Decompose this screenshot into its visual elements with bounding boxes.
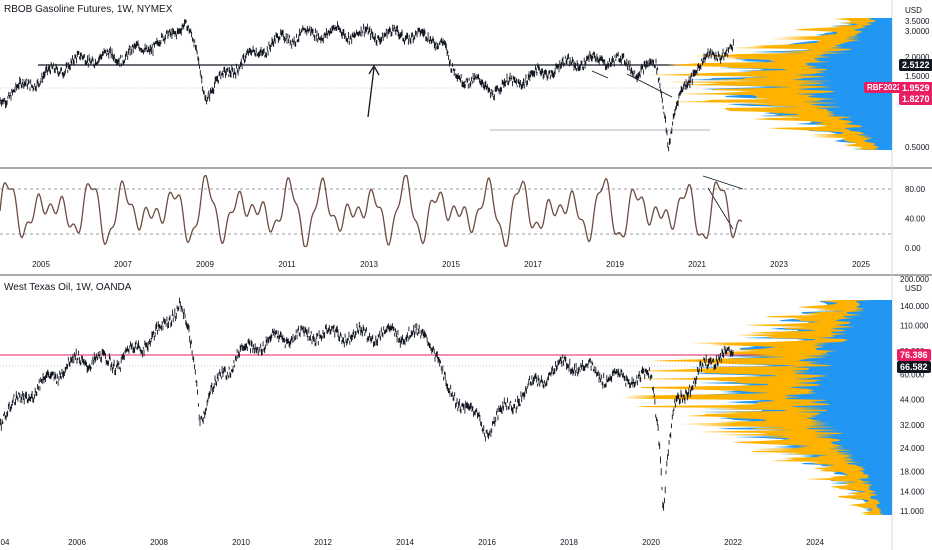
bottom-x-tick: 2008	[150, 538, 168, 547]
top-y-tick: 3.5000	[905, 17, 930, 26]
bottom-y-tick: 44.000	[900, 395, 925, 404]
bottom-x-tick: 2014	[396, 538, 414, 547]
top-x-tick: 2013	[360, 260, 378, 269]
bottom-x-tick: 2016	[478, 538, 496, 547]
top-x-tick: 2025	[852, 260, 870, 269]
top-x-tick: 2005	[32, 260, 50, 269]
top-x-tick: 2017	[524, 260, 542, 269]
contract-tag-value: 1.9529	[899, 82, 932, 94]
bottom-y-tick: 60.000	[900, 370, 925, 379]
top-y-tick: 2.0000	[905, 53, 930, 62]
trendline-1	[591, 70, 609, 79]
bottom-y-tick: 32.000	[900, 421, 925, 430]
bottom-x-tick: 2024	[806, 538, 824, 547]
price-bars	[0, 297, 734, 511]
top-x-tick: 2021	[688, 260, 706, 269]
bottom-price-series	[0, 297, 734, 511]
bottom-x-tick: 2020	[642, 538, 660, 547]
bottom-x-axis: 04 2006 2008 2010 2012 2014 2016 2018 2020 2022 20…	[1, 538, 825, 547]
top-volume-profile	[648, 18, 892, 150]
bottom-y-tick: 110.000	[900, 321, 929, 330]
bottom-x-tick: 2018	[560, 538, 578, 547]
volume-orange	[622, 300, 884, 515]
bottom-x-tick: 2010	[232, 538, 250, 547]
price-bars	[0, 19, 734, 152]
top-x-tick: 2011	[278, 260, 296, 269]
bottom-x-tick: 2022	[724, 538, 742, 547]
bottom-y-tick: 140.000	[900, 302, 929, 311]
bottom-y-tick: 14.000	[900, 488, 925, 497]
top-y-tick: 3.0000	[905, 27, 930, 36]
osc-trendline-2	[707, 187, 734, 230]
bottom-x-tick: 2006	[68, 538, 86, 547]
top-x-tick: 2009	[196, 260, 214, 269]
osc-y-tick: 80.00	[905, 185, 926, 194]
top-x-axis: 2005 2007 2009 2011 2013 2015 2017 2019 2021 2023…	[32, 260, 870, 269]
top-y-tick: 0.5000	[905, 143, 930, 152]
bottom-x-tick: 04	[1, 538, 10, 547]
osc-y-tick: 0.00	[905, 244, 921, 253]
osc-trendline-1	[702, 175, 744, 190]
bottom-last-price-badge: 66.582	[897, 361, 931, 373]
top-x-tick: 2023	[770, 260, 788, 269]
top-y-tick: 1.5000	[905, 72, 930, 81]
contract-tag: RBF2022	[864, 82, 905, 93]
bottom-unit-label: USD	[905, 284, 922, 293]
top-last-price-badge: 2.5122	[899, 59, 932, 71]
contract-tag-value2: 1.8270	[899, 93, 932, 105]
bottom-y-axis: 140.000110.00080.00060.00044.00032.00024…	[900, 302, 929, 516]
top-x-tick: 2007	[114, 260, 132, 269]
osc-line	[0, 175, 743, 248]
bottom-y-tick: 24.000	[900, 444, 925, 453]
top-price-series	[0, 19, 734, 152]
bottom-line-badge: 76.386	[897, 349, 931, 361]
oscillator-series	[0, 175, 743, 248]
bottom-y-tick: 18.000	[900, 467, 925, 476]
bottom-y-tick: 11.000	[900, 507, 924, 516]
bottom-volume-profile	[622, 300, 892, 515]
osc-y-axis: 80.00 40.00 0.00	[905, 185, 926, 253]
bottom-top-label: 200.000	[900, 275, 929, 284]
trendline-2	[626, 73, 673, 98]
arrow-annotation	[367, 64, 380, 118]
top-unit-label: USD	[905, 6, 922, 15]
top-x-tick: 2015	[442, 260, 460, 269]
top-x-tick: 2019	[606, 260, 624, 269]
top-pane-title: RBOB Gasoline Futures, 1W, NYMEX	[4, 4, 173, 15]
bottom-pane-title: West Texas Oil, 1W, OANDA	[4, 282, 132, 293]
bottom-x-tick: 2012	[314, 538, 332, 547]
volume-orange	[648, 18, 880, 150]
osc-y-tick: 40.00	[905, 215, 926, 224]
